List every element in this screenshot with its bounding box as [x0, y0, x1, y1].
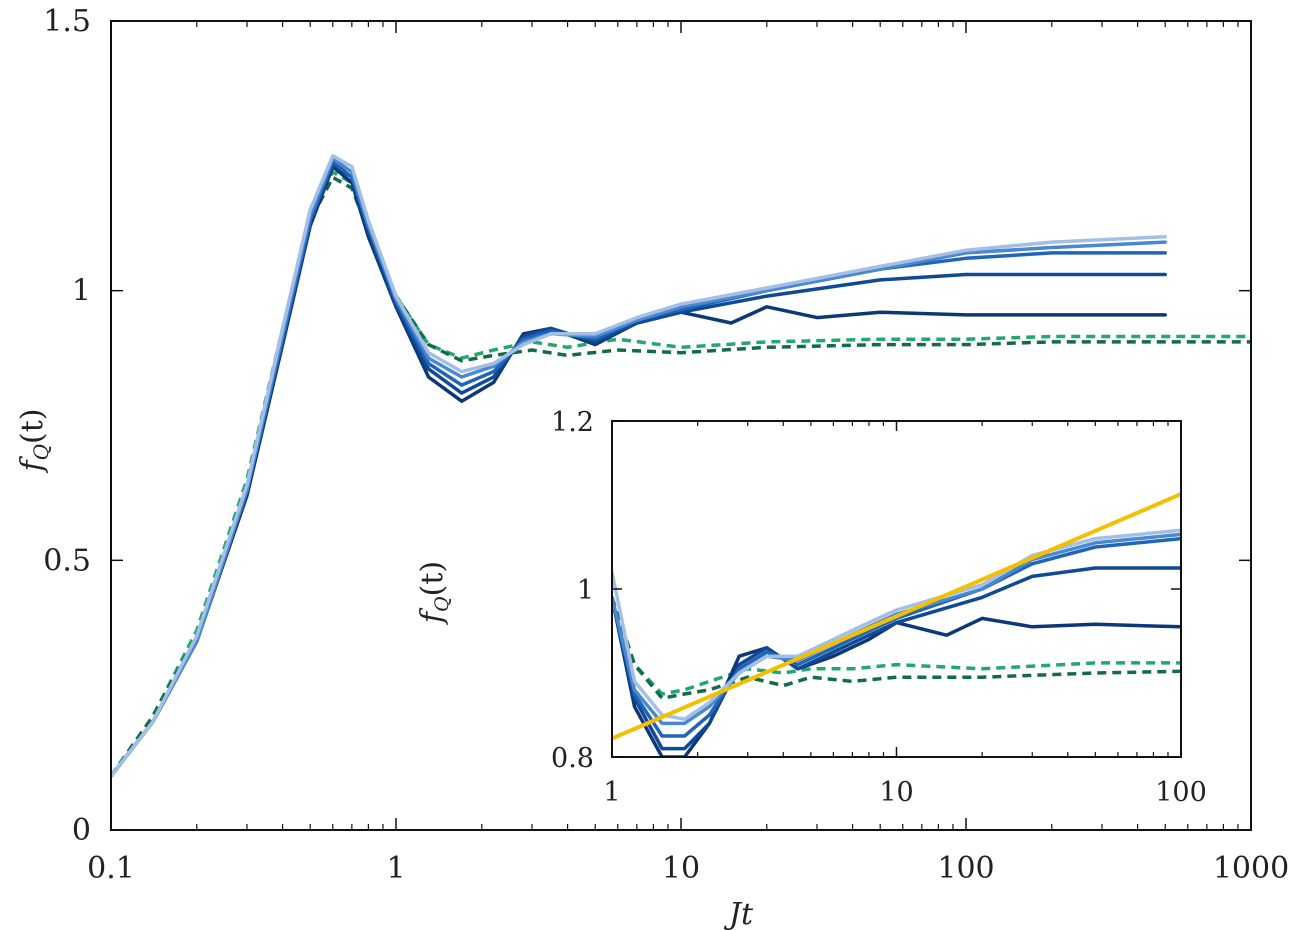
inset-plot: 1 10 100 0.8 1 1.2: [551, 407, 1207, 808]
main-y-tick-label: 0.5: [43, 543, 91, 578]
inset-series-blue-3: [612, 536, 1181, 738]
inset-y-tick-label: 0.8: [551, 743, 594, 774]
inset-x-tick-label: 10: [879, 777, 913, 808]
main-x-tick-label: 100: [937, 851, 994, 886]
main-y-axis-label: fQ(t): [15, 409, 53, 474]
inset-series-group: [612, 492, 1181, 757]
main-y-tick-label: 0: [72, 813, 91, 848]
main-series-green-light-dashed: [111, 170, 1251, 778]
inset-x-tick-label: 100: [1155, 777, 1207, 808]
main-x-tick-label: 10: [662, 851, 700, 886]
inset-y-tick-label: 1: [577, 575, 594, 606]
main-x-tick-label: 1: [386, 851, 405, 886]
main-x-axis-label: Jt: [723, 897, 754, 930]
main-series-group: [111, 154, 1251, 778]
main-x-tick-label: 1000: [1213, 851, 1289, 886]
inset-plot-area: [612, 421, 1181, 757]
inset-y-tick-label: 1.2: [551, 407, 594, 438]
inset-series-blue-2: [612, 566, 1181, 751]
inset-series-green-dark-dashed: [612, 596, 1181, 700]
inset-series-blue-1: [612, 595, 1181, 757]
inset-y-axis-label: fQ(t): [415, 561, 453, 625]
inset-series-green-light-dashed: [612, 596, 1181, 696]
main-y-tick-label: 1.5: [43, 4, 91, 39]
inset-x-tick-label: 1: [603, 777, 620, 808]
inset-fit-line: [612, 492, 1181, 741]
main-x-tick-label: 0.1: [87, 851, 135, 886]
main-y-tick-label: 1: [72, 274, 91, 309]
main-series-blue-5: [111, 154, 1167, 778]
